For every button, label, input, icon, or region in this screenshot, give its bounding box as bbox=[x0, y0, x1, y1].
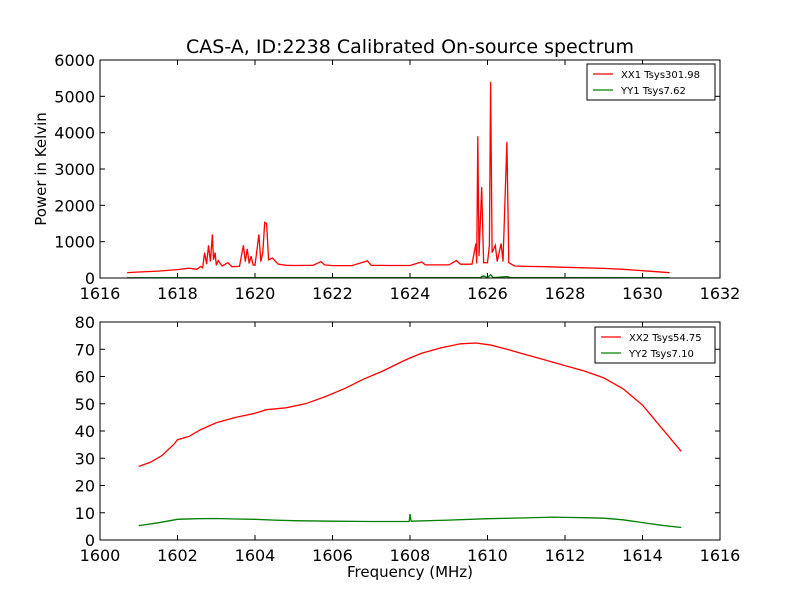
panel-0-xtick-label-3: 1622 bbox=[312, 284, 353, 303]
panel-1-xtick-label-3: 1606 bbox=[312, 546, 353, 565]
top-y-axis-label: Power in Kelvin bbox=[32, 112, 50, 226]
panel-1-ytick-label-5: 50 bbox=[75, 395, 95, 414]
panel-0-ytick-label-2: 2000 bbox=[54, 196, 95, 215]
bottom-legend-label-yy2: YY2 Tsys7.10 bbox=[628, 349, 694, 360]
panel-1-xtick-label-0: 1600 bbox=[80, 546, 121, 565]
panel-1-ytick-label-2: 20 bbox=[75, 477, 95, 496]
panel-1-xtick-label-7: 1614 bbox=[622, 546, 663, 565]
panel-1-ytick-label-7: 70 bbox=[75, 340, 95, 359]
top-legend-label-xx1: XX1 Tsys301.98 bbox=[621, 70, 700, 81]
panel-1-ytick-label-4: 40 bbox=[75, 422, 95, 441]
bottom-x-axis-label: Frequency (MHz) bbox=[347, 563, 473, 581]
panel-1-xtick-label-6: 1612 bbox=[545, 546, 586, 565]
panel-0-ytick-label-5: 5000 bbox=[54, 87, 95, 106]
panel-0-xtick-label-7: 1630 bbox=[622, 284, 663, 303]
panel-1-ytick-label-3: 30 bbox=[75, 449, 95, 468]
panel-0-ytick-label-0: 0 bbox=[85, 269, 95, 288]
chart-title: CAS-A, ID:2238 Calibrated On-source spec… bbox=[186, 36, 634, 58]
panel-0-ytick-label-6: 6000 bbox=[54, 51, 95, 70]
panel-1-ytick-label-8: 80 bbox=[75, 313, 95, 332]
panel-0-ytick-label-1: 1000 bbox=[54, 233, 95, 252]
panel-1-xtick-label-2: 1604 bbox=[235, 546, 276, 565]
panel-0-xtick-label-2: 1620 bbox=[235, 284, 276, 303]
top-y-ticks: 0 1000 2000 3000 4000 5000 6000 bbox=[54, 51, 720, 288]
top-legend-box bbox=[586, 63, 716, 101]
panel-1-ytick-label-0: 0 bbox=[85, 531, 95, 550]
bottom-x-ticks: 1600 1602 1604 1606 1608 1610 1612 1614 1616 bbox=[80, 322, 741, 565]
panel-0-ytick-label-4: 4000 bbox=[54, 124, 95, 143]
panel-0-xtick-label-1: 1618 bbox=[157, 284, 198, 303]
panel-1-series-1-line bbox=[138, 513, 682, 529]
panel-0-xtick-label-8: 1632 bbox=[700, 284, 741, 303]
bottom-legend-box bbox=[594, 326, 716, 364]
top-panel: 1616 1618 1620 1622 1624 1626 1628 1630 1632 0 10… bbox=[32, 51, 740, 303]
panel-0-xtick-label-5: 1626 bbox=[467, 284, 508, 303]
panel-1-series-0-line bbox=[138, 342, 682, 468]
panel-1-xtick-label-4: 1608 bbox=[390, 546, 431, 565]
panel-0-xtick-label-4: 1624 bbox=[390, 284, 431, 303]
bottom-series-layer bbox=[138, 342, 682, 529]
bottom-legend-label-xx2: XX2 Tsys54.75 bbox=[629, 333, 702, 344]
top-legend-label-yy1: YY1 Tsys7.62 bbox=[620, 86, 686, 97]
top-x-ticks: 1616 1618 1620 1622 1624 1626 1628 1630 1632 bbox=[80, 60, 741, 303]
panel-1-xtick-label-1: 1602 bbox=[157, 546, 198, 565]
panel-1-ytick-label-6: 60 bbox=[75, 368, 95, 387]
bottom-legend: XX2 Tsys54.75 YY2 Tsys7.10 bbox=[594, 326, 716, 364]
panel-0-xtick-label-0: 1616 bbox=[80, 284, 121, 303]
bottom-panel: 1600 1602 1604 1606 1608 1610 1612 1614 1616 0 10… bbox=[75, 313, 741, 581]
panel-0-xtick-label-6: 1628 bbox=[545, 284, 586, 303]
top-legend: XX1 Tsys301.98 YY1 Tsys7.62 bbox=[586, 63, 716, 101]
panel-0-ytick-label-3: 3000 bbox=[54, 160, 95, 179]
panel-1-ytick-label-1: 10 bbox=[75, 504, 95, 523]
panel-1-xtick-label-5: 1610 bbox=[467, 546, 508, 565]
bottom-y-ticks: 0 10 20 30 40 50 60 70 80 bbox=[75, 313, 720, 550]
panel-1-xtick-label-8: 1616 bbox=[700, 546, 741, 565]
panel-0-series-0-line bbox=[127, 81, 670, 274]
